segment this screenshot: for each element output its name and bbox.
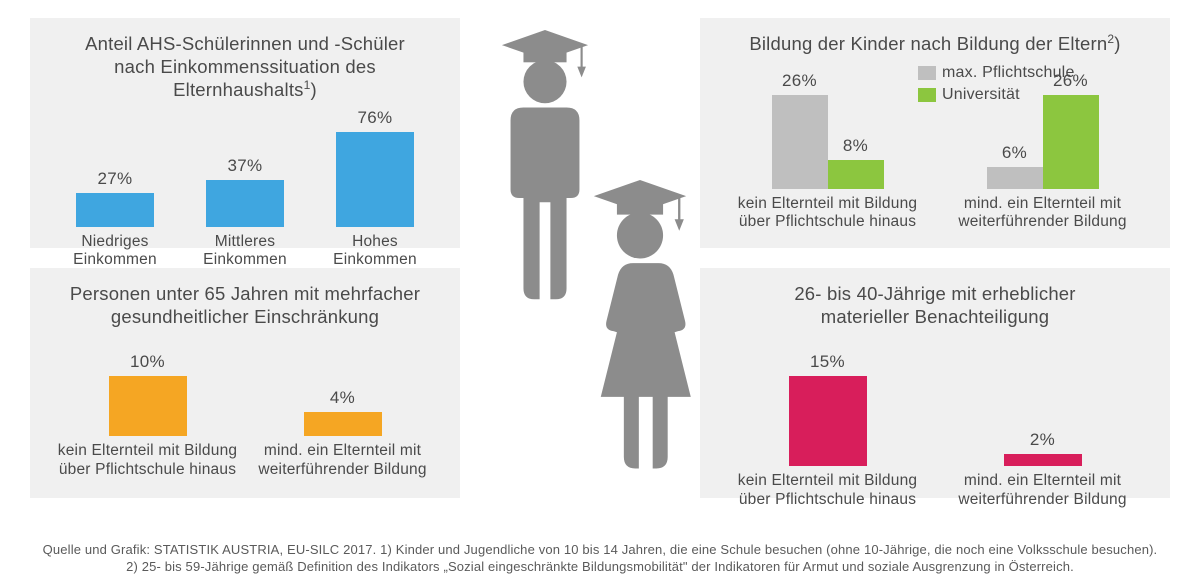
bar-value: 37% xyxy=(228,156,263,176)
bar-group: 15% kein Elternteil mit Bildungüber Pflic… xyxy=(720,352,935,509)
bar-group: 10% kein Elternteil mit Bildungüber Pflic… xyxy=(50,352,245,479)
t: Anteil AHS-Schülerinnen und -Schüler xyxy=(85,33,405,54)
category-label: kein Elternteil mit Bildungüber Pflichts… xyxy=(58,442,237,479)
t: Bildung der Kinder nach Bildung der Elte… xyxy=(749,33,1107,54)
legend-swatch xyxy=(918,88,936,102)
t: 26- bis 40-Jährige mit erheblicher xyxy=(794,283,1075,304)
bar xyxy=(304,412,382,436)
panel-income: Anteil AHS-Schülerinnen und -Schüler nac… xyxy=(30,18,460,248)
panel-title: Personen unter 65 Jahren mit mehrfacher … xyxy=(50,282,440,328)
footnote: Quelle und Grafik: STATISTIK AUSTRIA, EU… xyxy=(0,541,1200,576)
bar-chart: 27% NiedrigesEinkommen 37% MittleresEinkomm… xyxy=(50,108,440,270)
bar-value: 26% xyxy=(782,71,817,91)
graduate-female-icon xyxy=(580,180,700,480)
bar-value: 27% xyxy=(98,169,133,189)
t: Elternhaushalts xyxy=(173,79,304,100)
category-label: mind. ein Elternteil mitweiterführender … xyxy=(258,442,426,479)
panel-material: 26- bis 40-Jährige mit erheblicher mater… xyxy=(700,268,1170,498)
bar-col: 8% xyxy=(828,136,884,189)
bar-col: 26% xyxy=(772,71,828,189)
bar xyxy=(987,167,1043,189)
t: Personen unter 65 Jahren mit mehrfacher xyxy=(70,283,420,304)
bar-chart: 10% kein Elternteil mit Bildungüber Pflic… xyxy=(50,352,440,479)
bar xyxy=(1043,95,1099,189)
category-label: MittleresEinkommen xyxy=(203,233,287,270)
panel-education-parents: Bildung der Kinder nach Bildung der Elte… xyxy=(700,18,1170,248)
bar xyxy=(828,160,884,189)
panel-title: Bildung der Kinder nach Bildung der Elte… xyxy=(720,32,1150,55)
category-label: mind. ein Elternteil mitweiterführender … xyxy=(958,472,1126,509)
category-label: kein Elternteil mit Bildungüber Pflichts… xyxy=(738,195,917,232)
bar-value: 15% xyxy=(810,352,845,372)
t: materieller Benachteiligung xyxy=(821,306,1050,327)
legend: max. Pflichtschule Universität xyxy=(918,64,1075,104)
bar-group: 76% HohesEinkommen xyxy=(310,108,440,270)
sup: 1 xyxy=(304,78,311,92)
footnote-line: 2) 25- bis 59-Jährige gemäß Definition d… xyxy=(126,559,1074,574)
bar xyxy=(206,180,284,226)
bar-group: 27% NiedrigesEinkommen xyxy=(50,169,180,270)
bar-pair: 26% 8% xyxy=(772,71,884,189)
footnote-line: Quelle und Grafik: STATISTIK AUSTRIA, EU… xyxy=(43,542,1158,557)
panel-title: Anteil AHS-Schülerinnen und -Schüler nac… xyxy=(50,32,440,102)
bar-value: 8% xyxy=(843,136,868,156)
panel-health: Personen unter 65 Jahren mit mehrfacher … xyxy=(30,268,460,498)
legend-label: Universität xyxy=(942,86,1020,104)
panel-title: 26- bis 40-Jährige mit erheblicher mater… xyxy=(720,282,1150,328)
bar xyxy=(336,132,414,227)
bar xyxy=(109,376,187,436)
t: nach Einkommenssituation des xyxy=(114,56,376,77)
bar-group: 4% mind. ein Elternteil mitweiterführende… xyxy=(245,388,440,479)
legend-label: max. Pflichtschule xyxy=(942,64,1075,82)
bar-group: 26% 8% kein Elternteil mit Bildungüber Pfl… xyxy=(720,71,935,232)
bar xyxy=(1004,454,1082,466)
bar-chart: 15% kein Elternteil mit Bildungüber Pflic… xyxy=(720,352,1150,509)
t: gesundheitlicher Einschränkung xyxy=(111,306,379,327)
category-label: kein Elternteil mit Bildungüber Pflichts… xyxy=(738,472,917,509)
bar xyxy=(76,193,154,227)
graduate-figures xyxy=(490,30,710,510)
bar-value: 6% xyxy=(1002,143,1027,163)
bar xyxy=(772,95,828,189)
bar-value: 2% xyxy=(1030,430,1055,450)
legend-swatch xyxy=(918,66,936,80)
bar xyxy=(789,376,867,466)
bar-value: 4% xyxy=(330,388,355,408)
category-label: HohesEinkommen xyxy=(333,233,417,270)
category-label: NiedrigesEinkommen xyxy=(73,233,157,270)
bar-value: 10% xyxy=(130,352,165,372)
bar-col: 6% xyxy=(987,143,1043,189)
legend-item: Universität xyxy=(918,86,1075,104)
category-label: mind. ein Elternteil mitweiterführender … xyxy=(958,195,1126,232)
bar-group: 2% mind. ein Elternteil mitweiterführende… xyxy=(935,430,1150,509)
bar-value: 76% xyxy=(358,108,393,128)
sup: 2 xyxy=(1107,32,1114,46)
legend-item: max. Pflichtschule xyxy=(918,64,1075,82)
bar-group: 37% MittleresEinkommen xyxy=(180,156,310,269)
